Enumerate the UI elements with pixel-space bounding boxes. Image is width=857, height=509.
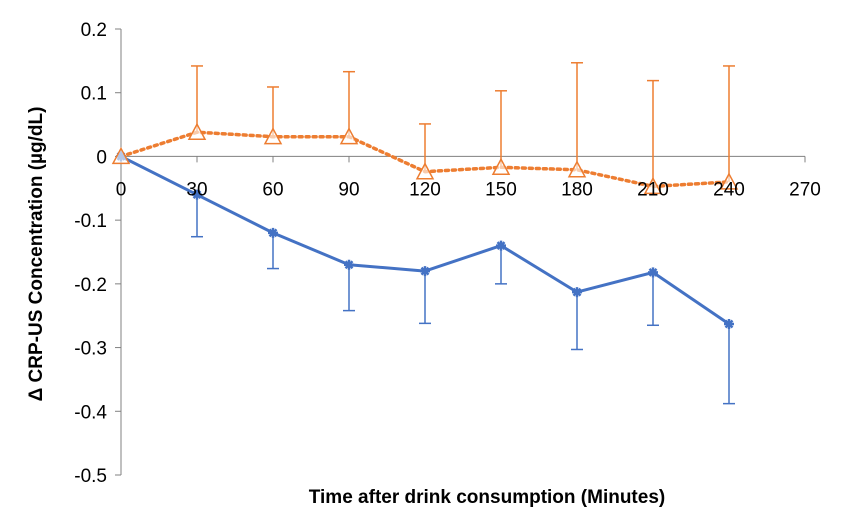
triangle-marker — [339, 127, 359, 145]
asterisk-marker — [420, 266, 430, 277]
y-axis-title: Δ CRP-US Concentration (µg/dL) — [26, 107, 47, 402]
error-bars — [191, 62, 735, 405]
triangle-marker — [567, 160, 587, 178]
y-tick-label: 0 — [96, 147, 107, 168]
triangle-marker — [719, 172, 739, 190]
triangle-marker — [263, 127, 283, 145]
x-tick-label: 60 — [262, 179, 283, 200]
triangle-marker — [491, 157, 511, 176]
triangle-marker — [415, 162, 435, 180]
asterisk-marker — [648, 267, 658, 278]
y-tick-label: 0.2 — [81, 20, 107, 41]
triangle-marker — [187, 122, 207, 140]
x-tick-label: 180 — [561, 179, 593, 200]
y-tick-label: -0.1 — [74, 211, 107, 232]
x-tick-label: 150 — [485, 179, 517, 200]
triangle-marker — [111, 146, 131, 165]
x-tick-label: 30 — [186, 179, 207, 200]
triangle-marker — [643, 176, 663, 195]
asterisk-marker — [572, 287, 582, 298]
axes — [115, 28, 806, 476]
y-tick-label: -0.3 — [74, 339, 107, 360]
y-tick-label: 0.1 — [81, 84, 107, 105]
tick-labels: 0.2 0.1 0 -0.1 -0.2 -0.3 -0.4 -0.5 0 30 60 90 120 150… — [74, 20, 821, 487]
x-tick-label: 210 — [637, 179, 669, 200]
asterisk-marker — [192, 189, 202, 200]
asterisk-marker — [496, 240, 506, 251]
y-tick-label: -0.2 — [74, 275, 107, 296]
asterisk-marker — [724, 318, 734, 329]
data-markers — [111, 122, 739, 329]
x-tick-label: 270 — [789, 179, 821, 200]
asterisk-marker — [344, 259, 354, 270]
asterisk-marker — [268, 227, 278, 238]
x-tick-label: 0 — [116, 179, 127, 200]
x-tick-label: 120 — [409, 179, 441, 200]
y-tick-label: -0.4 — [74, 402, 107, 423]
x-axis-title: Time after drink consumption (Minutes) — [309, 487, 665, 508]
x-tick-label: 240 — [713, 179, 745, 200]
y-tick-label: -0.5 — [74, 466, 107, 487]
x-tick-label: 90 — [338, 179, 359, 200]
